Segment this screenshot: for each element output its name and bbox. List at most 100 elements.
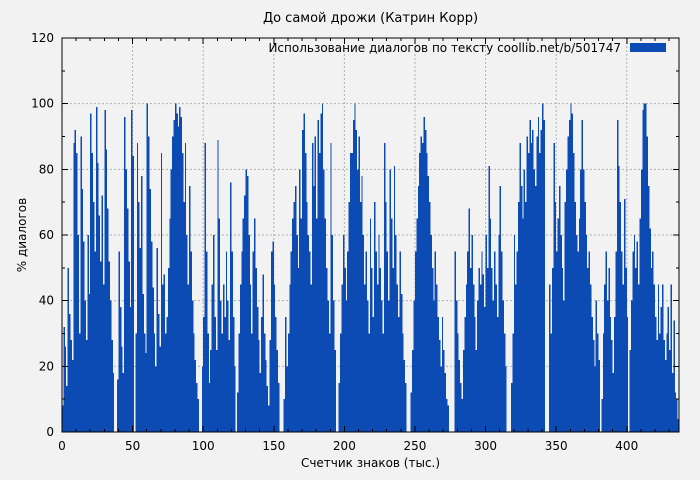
bar xyxy=(395,235,397,432)
bar xyxy=(299,169,301,433)
bar xyxy=(510,382,513,432)
bar xyxy=(420,136,423,432)
bar xyxy=(393,166,396,433)
bar xyxy=(318,152,321,432)
y-tick-label: 120 xyxy=(31,31,54,45)
bar xyxy=(383,143,386,433)
bar xyxy=(558,185,561,432)
bar xyxy=(183,202,185,432)
bar xyxy=(86,340,88,432)
bar xyxy=(306,202,308,432)
bar xyxy=(287,333,290,432)
bar xyxy=(534,185,537,432)
bar xyxy=(179,106,181,432)
bar xyxy=(633,235,636,432)
bar xyxy=(582,169,585,433)
bar xyxy=(190,251,192,432)
bar xyxy=(328,333,331,432)
bar xyxy=(671,372,674,432)
bar xyxy=(462,349,465,432)
y-axis-title: % диалогов xyxy=(15,197,29,273)
bar xyxy=(525,202,527,432)
bar xyxy=(129,307,132,432)
bar xyxy=(436,284,438,432)
bar xyxy=(344,267,346,432)
bar xyxy=(491,267,493,432)
bar xyxy=(265,359,267,432)
bar xyxy=(512,333,514,432)
bar xyxy=(591,317,593,432)
bar xyxy=(527,152,530,432)
bar xyxy=(187,284,190,432)
bar xyxy=(417,185,420,432)
bar xyxy=(93,202,95,432)
bar xyxy=(170,169,173,433)
bar xyxy=(300,218,303,432)
bar xyxy=(128,261,130,432)
bar xyxy=(361,175,363,432)
bar xyxy=(327,300,329,432)
bar xyxy=(626,317,629,432)
bar xyxy=(578,218,581,432)
bar xyxy=(354,103,356,433)
bar xyxy=(118,251,120,432)
bar xyxy=(663,340,665,432)
bar xyxy=(270,251,273,432)
bar xyxy=(191,300,194,432)
bar xyxy=(666,333,668,432)
bar xyxy=(437,317,439,432)
bar xyxy=(563,300,565,432)
bar xyxy=(292,218,294,432)
bar xyxy=(239,284,242,432)
bar xyxy=(481,251,483,432)
bar xyxy=(638,284,640,432)
bar xyxy=(197,399,199,432)
bar xyxy=(676,399,678,432)
bar xyxy=(162,284,164,432)
bar xyxy=(625,267,627,432)
bar xyxy=(595,300,598,432)
bar xyxy=(104,110,106,432)
bar xyxy=(155,366,157,432)
x-tick-label: 0 xyxy=(58,439,66,453)
bar xyxy=(526,136,528,432)
bar xyxy=(276,349,279,432)
bar xyxy=(650,267,653,432)
bar xyxy=(553,143,555,433)
bar xyxy=(269,340,271,432)
bar xyxy=(513,235,516,432)
bar xyxy=(379,267,382,432)
bar xyxy=(177,126,180,433)
bar xyxy=(465,284,468,432)
bar xyxy=(304,152,307,432)
bar xyxy=(234,366,236,432)
x-tick-label: 400 xyxy=(615,439,638,453)
bar xyxy=(331,235,334,432)
bar xyxy=(67,267,70,432)
bar xyxy=(639,218,641,432)
bar xyxy=(520,185,523,432)
bar xyxy=(359,202,362,432)
bar xyxy=(132,156,135,432)
bar xyxy=(289,284,291,432)
bar xyxy=(228,340,231,432)
bar xyxy=(135,333,137,432)
bar xyxy=(372,317,375,432)
x-tick-label: 100 xyxy=(192,439,215,453)
bar xyxy=(430,235,432,432)
bar xyxy=(196,382,198,432)
bar xyxy=(623,198,626,432)
bar xyxy=(180,116,183,433)
bar xyxy=(479,284,482,432)
bar xyxy=(536,136,538,432)
bar xyxy=(218,218,221,432)
bar xyxy=(516,251,519,432)
bar xyxy=(656,340,658,432)
bar xyxy=(412,349,414,432)
y-tick-label: 80 xyxy=(39,162,54,176)
bar xyxy=(551,267,554,432)
bar xyxy=(386,251,389,432)
bar xyxy=(403,359,406,432)
bar xyxy=(518,202,520,432)
